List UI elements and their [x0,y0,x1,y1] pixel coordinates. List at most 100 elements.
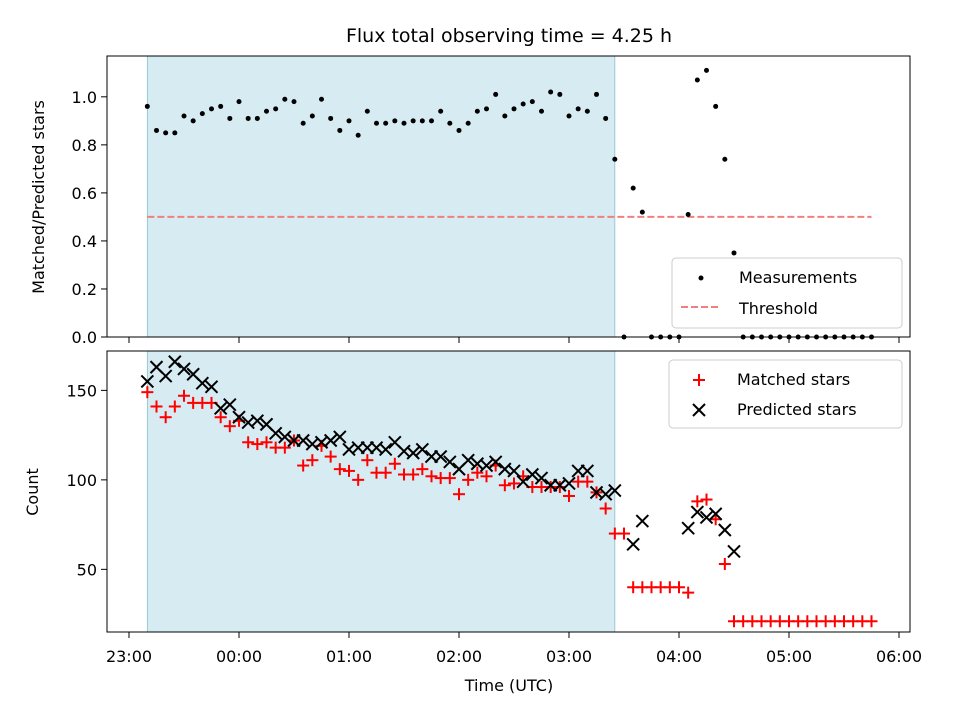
measurement-point [144,103,150,109]
measurement-point [309,113,315,119]
measurement-point [236,99,242,105]
matched-star-point [443,472,456,485]
matched-star-point [498,479,511,492]
bottom-y-axis-label: Count [23,468,42,516]
top-x-ticks [128,337,900,343]
matched-star-point [453,488,465,501]
measurement-point [575,106,581,112]
measurement-point [713,103,719,109]
predicted-star-point [461,453,475,467]
matched-star-point [361,454,374,467]
measurement-point [694,77,700,83]
matched-star-point [718,557,731,570]
measurement-point [584,108,590,114]
measurement-point [594,91,599,97]
bottom-legend-box [668,359,903,429]
predicted-star-point [158,369,173,383]
predicted-star-point [250,414,265,428]
matched-star-point [260,436,273,449]
predicted-star-point [534,471,549,485]
predicted-star-point [140,374,155,389]
x-tick-label: 02:00 [436,647,482,666]
predicted-star-point [580,464,595,478]
measurement-point [227,115,233,121]
measurement-point [603,115,609,121]
predicted-star-point [333,430,347,444]
x-tick-label: 03:00 [546,647,592,666]
predicted-star-point [268,426,283,441]
matched-star-point [297,459,310,472]
matched-star-point [379,466,392,479]
measurement-point [722,156,728,162]
matched-star-point [343,464,355,477]
measurements-legend-marker [698,275,704,281]
y-tick-label: 0.4 [72,232,97,251]
predicted-star-point [608,483,622,498]
x-tick-label: 06:00 [876,647,922,666]
measurement-point [474,108,480,114]
measurement-point [254,115,260,121]
matched-star-point [700,493,713,506]
bottom-observing-span [146,350,616,633]
matched-star-point [223,420,236,433]
top-legend: Measurements Threshold [671,257,903,329]
predicted-star-point [433,449,448,464]
matched-star-point [462,473,475,486]
measurement-point [419,118,425,124]
predicted-star-point [378,442,393,457]
measurement-point [529,99,535,105]
matched-star-point [150,400,163,413]
matched-star-point [508,477,520,490]
measurement-point [630,185,636,191]
measurement-point [264,108,269,114]
x-tick-label: 05:00 [766,647,812,666]
predicted-star-point [415,442,430,457]
y-tick-label: 0.0 [72,328,97,347]
matched-star-point [278,441,291,454]
measurement-point [346,118,352,124]
measurement-point [154,127,159,133]
predicted-star-point [232,410,246,424]
measurement-point [447,120,453,126]
measurement-point [639,209,645,215]
measurement-point [218,103,224,109]
measurement-point [484,106,489,112]
predicted-star-point [204,380,219,394]
matched-star-point [159,411,172,424]
y-tick-label: 100 [66,471,97,490]
matched-star-point [691,495,704,508]
matched-stars-legend-label: Matched stars [737,370,850,389]
predicted-star-point [479,458,494,473]
chart-title: Flux total observing time = 4.25 h [346,25,672,47]
predicted-star-point [168,355,182,369]
measurement-point [557,91,563,97]
predicted-star-point [177,362,191,376]
matched-star-point [563,489,575,502]
predicted-star-point [296,433,310,448]
measurement-point [731,250,737,256]
bottom-plot-frame [106,350,911,633]
predicted-star-point [598,487,613,501]
predicted-stars-series [140,355,741,559]
measurement-point [438,108,444,114]
predicted-star-point [525,467,540,482]
measurement-point [163,130,169,136]
matched-star-point [471,466,484,479]
predicted-star-point [213,401,228,415]
measurement-point [319,96,324,102]
predicted-star-point [278,430,292,444]
x-tick-label: 04:00 [656,647,702,666]
predicted-star-point [699,510,714,525]
x-tick-label: 01:00 [326,647,372,666]
matched-star-point [352,473,365,486]
measurement-point [456,127,462,133]
matched-star-point [214,411,227,424]
top-y-axis-label: Matched/Predicted stars [29,100,48,294]
predicted-star-point [195,376,210,390]
top-observing-span [146,55,616,338]
y-tick-label: 150 [66,381,97,400]
measurement-point [337,127,343,133]
measurement-point [300,120,306,126]
predicted-star-point [507,464,521,478]
measurement-point [401,120,407,126]
